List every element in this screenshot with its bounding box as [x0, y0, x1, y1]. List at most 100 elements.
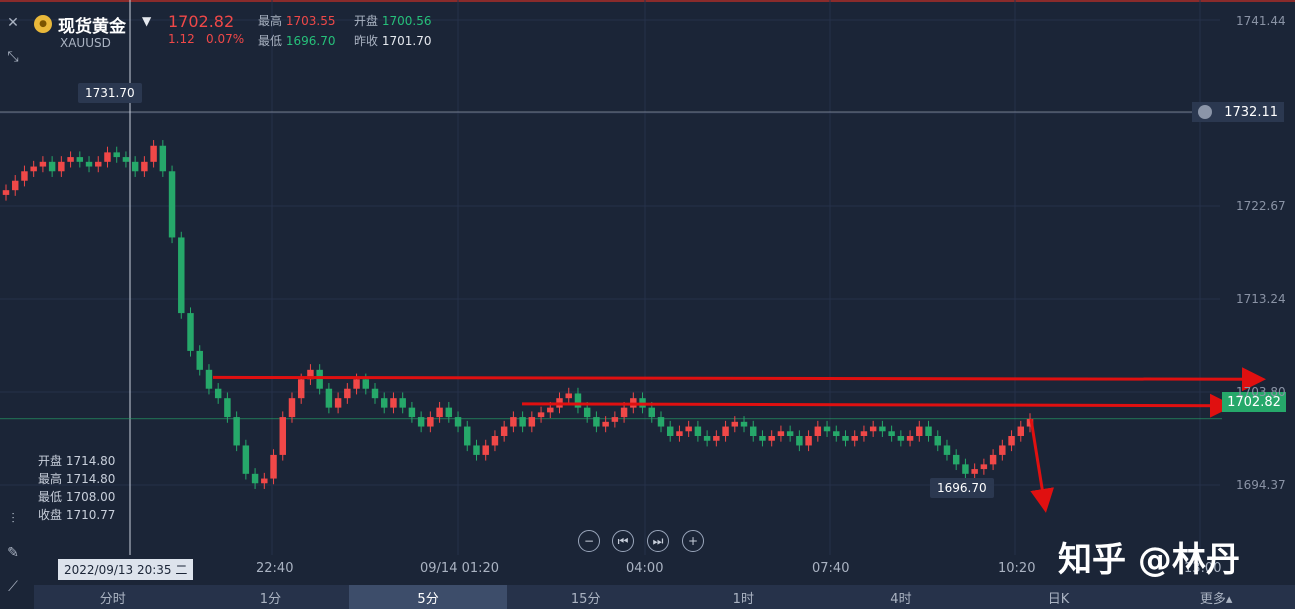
- time-axis-label: 10:20: [998, 561, 1036, 576]
- zoom-in-button[interactable]: +: [682, 530, 704, 552]
- candle-body: [934, 436, 941, 446]
- candle-body: [445, 407, 453, 418]
- candle-body: [187, 313, 194, 351]
- last-price: 1702.82: [168, 12, 235, 31]
- price-alert-tag[interactable]: 1732.11: [1192, 102, 1284, 122]
- candle-body: [980, 464, 988, 470]
- candle-body: [703, 436, 711, 441]
- y-axis-label: 1703.80: [1236, 385, 1286, 399]
- scroll-right-button[interactable]: ⏭: [647, 530, 669, 552]
- candle-body: [943, 445, 951, 455]
- candle-body: [731, 421, 739, 427]
- candle-body: [796, 436, 803, 446]
- candle-body: [205, 369, 213, 389]
- candle-body: [214, 388, 222, 399]
- candle-body: [685, 426, 692, 432]
- time-axis-label: 07:40: [812, 561, 850, 576]
- tab-more[interactable]: 更多▴: [1199, 591, 1233, 607]
- candle-body: [1017, 426, 1025, 436]
- tab-period-active[interactable]: 5分: [349, 585, 507, 609]
- tab-period[interactable]: 日K: [1047, 591, 1070, 607]
- candle-body: [141, 161, 148, 172]
- candle-body: [759, 436, 766, 441]
- y-axis-label: 1713.24: [1236, 292, 1286, 306]
- candle-body: [519, 417, 526, 427]
- ohlc-close: 收盘 1710.77: [38, 508, 116, 522]
- candle-body: [48, 161, 56, 172]
- candle-body: [122, 157, 130, 162]
- candle-body: [620, 407, 628, 418]
- candle-body: [547, 407, 554, 413]
- candle-body: [408, 407, 416, 418]
- tab-period[interactable]: 分时: [99, 591, 126, 607]
- candle-body: [962, 464, 969, 474]
- candle-body: [1026, 418, 1034, 427]
- candle-body: [648, 407, 655, 418]
- candle-body: [851, 436, 858, 441]
- candle-body: [786, 431, 794, 436]
- candle-body: [888, 431, 895, 436]
- candle-body: [666, 426, 674, 436]
- candle-body: [261, 478, 268, 484]
- candle-body: [740, 421, 748, 427]
- y-axis-label: 1694.37: [1236, 478, 1286, 492]
- candle-body: [464, 426, 471, 446]
- candle-body: [113, 152, 120, 158]
- candle-body: [906, 436, 914, 441]
- candle-body: [11, 180, 19, 191]
- candle-body: [76, 157, 84, 162]
- candle-body: [196, 350, 203, 370]
- candle-body: [436, 407, 443, 418]
- candle-body: [58, 161, 65, 172]
- candle-body: [925, 426, 932, 436]
- time-axis-label: 13:00: [1184, 561, 1222, 576]
- ohlc-high: 最高 1714.80: [38, 472, 116, 486]
- candle-body: [39, 161, 47, 167]
- ohlc-low: 最低 1708.00: [38, 490, 116, 504]
- candle-body: [95, 161, 102, 167]
- time-axis-label: 22:40: [256, 561, 294, 576]
- draw-pen-icon[interactable]: ✎: [7, 545, 19, 561]
- candle-body: [805, 436, 812, 446]
- candle-body: [602, 421, 609, 427]
- close-icon[interactable]: ✕: [7, 15, 19, 31]
- high-price-tag: 1731.70: [78, 83, 142, 103]
- candle-body: [150, 145, 157, 162]
- candle-body: [583, 407, 591, 418]
- candle-body: [325, 388, 333, 408]
- candle-body: [814, 426, 822, 436]
- collapse-icon[interactable]: ⤡: [7, 49, 19, 65]
- candle-body: [21, 171, 28, 181]
- candle-body: [251, 473, 259, 484]
- candlestick-chart[interactable]: [0, 0, 1295, 585]
- zoom-out-button[interactable]: −: [578, 530, 600, 552]
- candle-body: [657, 417, 665, 427]
- candle-body: [833, 431, 840, 436]
- bell-icon[interactable]: [1198, 105, 1212, 119]
- candle-body: [242, 445, 250, 474]
- tab-period[interactable]: 1时: [732, 591, 754, 607]
- line-tool-icon[interactable]: ⟋: [8, 579, 18, 595]
- candle-body: [952, 454, 960, 465]
- down-arrow: [1029, 418, 1055, 513]
- candle-body: [224, 398, 231, 418]
- low-price-tag: 1696.70: [930, 478, 994, 498]
- candle-body: [159, 145, 167, 172]
- tab-period[interactable]: 1分: [259, 591, 282, 607]
- tab-period[interactable]: 4时: [890, 591, 912, 607]
- indicator-icon[interactable]: ⫶: [11, 511, 15, 527]
- annotation-arrows: [212, 367, 1266, 513]
- current-price-tag: 1702.82: [1222, 392, 1286, 412]
- scroll-left-button[interactable]: ⏮: [612, 530, 634, 552]
- gold-icon: ●: [34, 15, 52, 33]
- candle-body: [860, 431, 868, 436]
- tab-period[interactable]: 15分: [570, 591, 601, 607]
- candle-body: [722, 426, 729, 436]
- candle-body: [823, 426, 831, 432]
- candle-body: [288, 398, 296, 418]
- candle-body: [334, 398, 342, 408]
- chevron-down-icon[interactable]: ▼: [142, 14, 152, 28]
- symbol-name[interactable]: 现货黄金: [58, 17, 126, 37]
- candle-body: [611, 417, 619, 422]
